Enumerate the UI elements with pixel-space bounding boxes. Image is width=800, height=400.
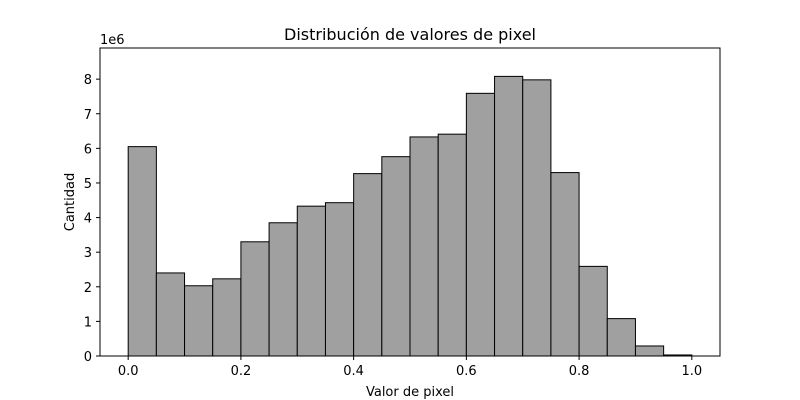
histogram-bar: [381, 156, 411, 357]
histogram-bar: [437, 133, 467, 357]
x-tick-label: 1.0: [681, 364, 702, 379]
x-tick-label: 0.8: [569, 364, 590, 379]
y-tick-label: 2: [84, 281, 92, 296]
histogram-bar: [127, 146, 157, 357]
histogram-bar: [212, 278, 242, 357]
histogram-bar: [353, 173, 383, 357]
y-tick-label: 0: [84, 350, 92, 365]
y-tick-label: 7: [84, 108, 92, 123]
histogram-bar: [578, 265, 608, 357]
histogram-bar: [606, 318, 636, 357]
plot-frame: [99, 47, 721, 357]
histogram-bar: [268, 222, 298, 357]
x-tick-label: 0.4: [343, 364, 364, 379]
x-axis-label: Valor de pixel: [366, 385, 454, 400]
y-axis-label: Cantidad: [63, 173, 78, 231]
y-tick-label: 3: [84, 246, 92, 261]
y-offset-label: 1e6: [100, 33, 125, 48]
histogram-bar: [522, 79, 552, 357]
histogram-bar: [240, 241, 270, 357]
y-tick-label: 6: [84, 142, 92, 157]
x-tick-label: 0.6: [456, 364, 477, 379]
histogram-bar: [296, 205, 326, 357]
y-tick-label: 8: [84, 73, 92, 88]
y-ticks-group: 0 1 2 3 4 5 6 7 8: [84, 73, 100, 365]
x-tick-label: 0.2: [231, 364, 252, 379]
y-tick-label: 4: [84, 212, 92, 227]
histogram-bar: [155, 272, 186, 357]
x-ticks-group: 0.0 0.2 0.4 0.6 0.8 1.0: [118, 356, 702, 379]
bars-group: [127, 75, 693, 357]
histogram-bar: [184, 285, 214, 357]
histogram-bar: [550, 172, 580, 357]
histogram-bar: [409, 136, 439, 357]
histogram-bar: [465, 92, 496, 357]
chart-title: Distribución de valores de pixel: [284, 25, 536, 44]
histogram-bar: [634, 345, 665, 357]
y-tick-label: 1: [84, 315, 92, 330]
x-tick-label: 0.0: [118, 364, 139, 379]
histogram-bar: [494, 75, 524, 357]
y-tick-label: 5: [84, 177, 92, 192]
histogram-bar: [324, 202, 355, 357]
